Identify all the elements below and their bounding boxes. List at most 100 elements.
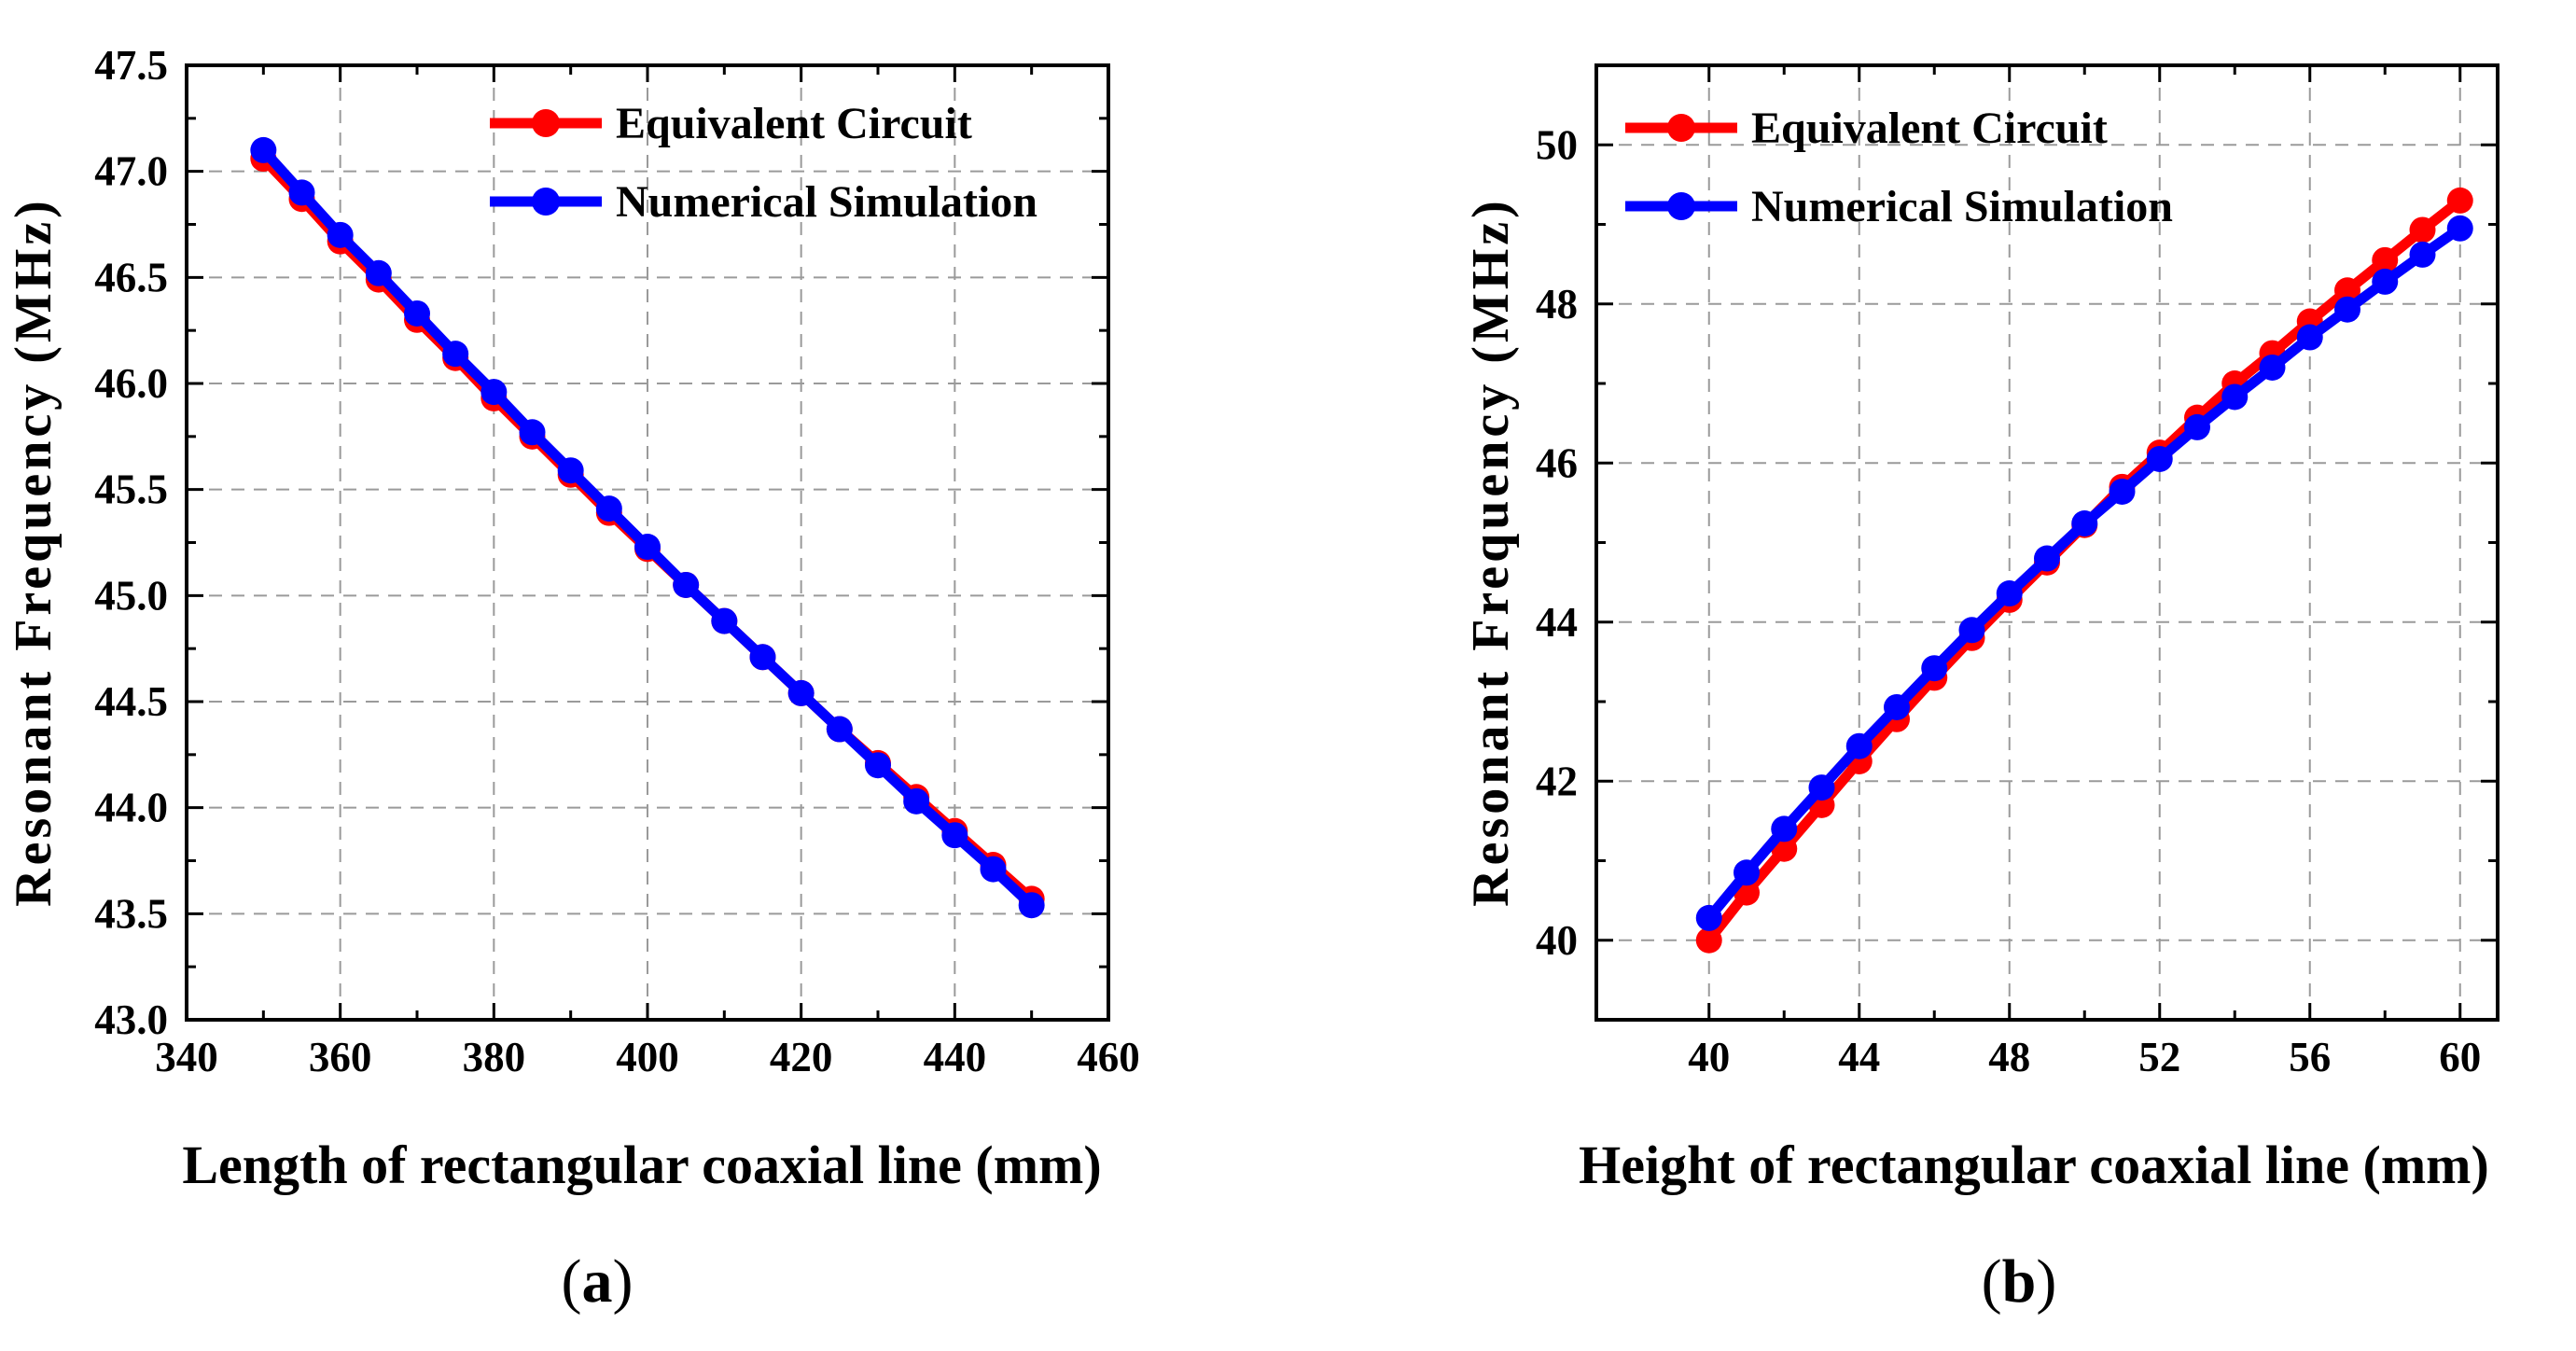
data-point [2259, 354, 2286, 381]
y-tick-label: 44 [1536, 599, 1578, 646]
legend-label: Numerical Simulation [616, 177, 1037, 227]
data-point [2334, 296, 2360, 323]
x-tick-label: 400 [616, 1034, 679, 1080]
data-point [595, 495, 622, 522]
data-point [826, 716, 853, 743]
data-point [1734, 859, 1760, 886]
data-point [634, 534, 661, 561]
data-point [2184, 413, 2210, 440]
data-point [2296, 324, 2323, 351]
data-point [2409, 241, 2436, 268]
x-tick-label: 60 [2439, 1034, 2481, 1080]
data-point [749, 644, 776, 671]
data-point [2334, 277, 2360, 304]
y-tick-label: 43.0 [94, 996, 168, 1043]
x-tick-label: 40 [1688, 1034, 1730, 1080]
data-point [288, 179, 315, 206]
legend: Equivalent Circuit Numerical Simulation [490, 99, 1037, 227]
data-point [980, 856, 1007, 883]
data-point [2372, 246, 2399, 273]
legend-marker [532, 109, 560, 137]
data-point [2409, 216, 2436, 244]
data-point [865, 752, 891, 779]
data-point [250, 136, 277, 163]
y-tick-label: 45.5 [94, 467, 168, 513]
y-tick-label: 42 [1536, 758, 1578, 804]
data-point [404, 299, 430, 327]
legend-marker [1667, 114, 1695, 142]
panel-label: (b) [1982, 1247, 2057, 1316]
gridlines [1596, 65, 2498, 1020]
panel-label-letter: b [2002, 1247, 2037, 1316]
data-point [557, 457, 584, 484]
data-point [2446, 215, 2473, 242]
x-tick-label: 48 [1988, 1034, 2030, 1080]
x-tick-label: 360 [309, 1034, 372, 1080]
x-axis-label: Height of rectangular coaxial line (mm) [1579, 1135, 2489, 1195]
y-tick-label: 43.5 [94, 890, 168, 937]
plot-frame [1594, 63, 2499, 1022]
y-tick-label: 45.0 [94, 572, 168, 619]
legend-label: Equivalent Circuit [1751, 104, 2108, 153]
y-tick-label: 40 [1536, 917, 1578, 964]
y-axis-label: Resonant Frequency (MHz) [5, 197, 63, 907]
data-point [787, 679, 815, 706]
data-point [2109, 478, 2136, 505]
y-tick-label: 44.0 [94, 785, 168, 831]
y-tick-label: 48 [1536, 281, 1578, 327]
legend-label: Numerical Simulation [1751, 182, 2173, 231]
series-numerical-simulation [1695, 215, 2473, 931]
panel-label-open-paren: ( [562, 1247, 582, 1316]
data-point [1845, 732, 1873, 759]
legend: Equivalent Circuit Numerical Simulation [1625, 104, 2173, 231]
y-tick-label: 46 [1536, 439, 1578, 486]
data-point [327, 221, 354, 248]
data-point [2221, 383, 2249, 411]
x-tick-label: 380 [463, 1034, 526, 1080]
y-tick-label: 50 [1536, 121, 1578, 168]
panel-label-letter: a [582, 1247, 613, 1316]
data-point [2372, 268, 2399, 295]
x-axis-label: Length of rectangular coaxial line (mm) [182, 1135, 1101, 1195]
y-tick-label: 44.5 [94, 678, 168, 725]
data-point [1771, 815, 1798, 843]
data-point [1958, 617, 1985, 644]
data-point [1808, 774, 1835, 801]
x-tick-label: 460 [1077, 1034, 1140, 1080]
data-point [941, 822, 968, 849]
panel-label-close-paren: ) [613, 1247, 634, 1316]
data-point [2071, 510, 2098, 537]
data-point [673, 571, 700, 598]
legend-label: Equivalent Circuit [616, 99, 972, 148]
data-point [1018, 892, 1045, 919]
data-point [903, 787, 930, 815]
data-point [442, 341, 469, 368]
panel-label-open-paren: ( [1982, 1247, 2002, 1316]
panel-label: (a) [562, 1247, 634, 1316]
data-point [2034, 545, 2060, 572]
axis-ticks [1596, 65, 2498, 1020]
data-point [480, 379, 508, 406]
plot-frame [185, 63, 1110, 1022]
y-tick-label: 47.0 [94, 148, 168, 195]
gridlines [187, 65, 1108, 1020]
data-point [2146, 445, 2173, 472]
y-axis-label: Resonant Frequency (MHz) [1462, 197, 1520, 907]
y-tick-label: 46.5 [94, 254, 168, 300]
data-point [1996, 580, 2023, 607]
series-numerical-simulation [250, 136, 1045, 919]
y-tick-label: 47.5 [94, 42, 168, 89]
data-point [1884, 693, 1910, 720]
chart-panel-b: 40 44 48 52 56 60 40 42 44 46 48 50 Resonant Frequen… [1462, 63, 2499, 1316]
data-point [711, 607, 738, 634]
data-point [1695, 926, 1722, 954]
chart-panel-a: 340 360 380 400 420 440 460 43.0 43.5 44.0 44.5 45.… [5, 42, 1140, 1316]
x-tick-label: 44 [1838, 1034, 1880, 1080]
panel-label-close-paren: ) [2036, 1247, 2056, 1316]
data-point [2446, 187, 2473, 214]
data-point [1695, 904, 1722, 931]
x-tick-label: 340 [155, 1034, 218, 1080]
x-tick-label: 440 [924, 1034, 987, 1080]
x-tick-label: 420 [770, 1034, 833, 1080]
x-tick-label: 52 [2138, 1034, 2180, 1080]
